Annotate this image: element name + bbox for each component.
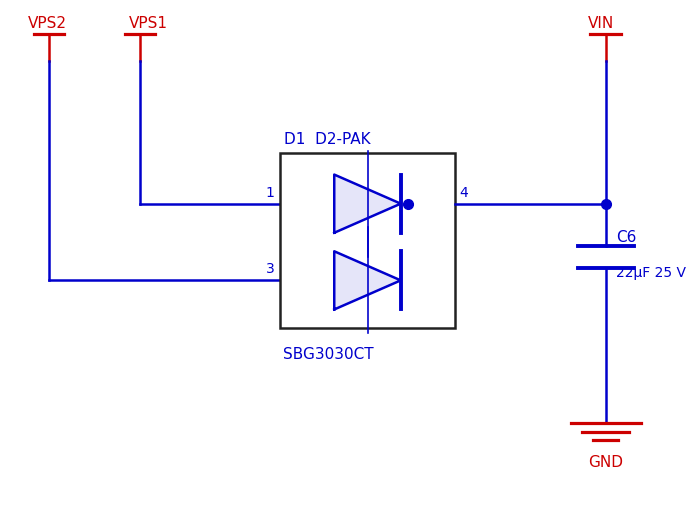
- Polygon shape: [335, 175, 400, 233]
- Text: SBG3030CT: SBG3030CT: [284, 346, 374, 362]
- Text: C6: C6: [616, 230, 636, 245]
- Text: GND: GND: [588, 455, 623, 470]
- Text: D1  D2-PAK: D1 D2-PAK: [284, 132, 370, 147]
- Bar: [280, 153, 455, 328]
- Text: VPS1: VPS1: [129, 15, 168, 31]
- Text: 3: 3: [266, 262, 274, 277]
- Polygon shape: [335, 251, 400, 309]
- Text: 4: 4: [459, 186, 468, 200]
- Text: VPS2: VPS2: [28, 15, 67, 31]
- Text: VIN: VIN: [588, 15, 615, 31]
- Text: 22μF 25 V: 22μF 25 V: [616, 266, 686, 280]
- Text: 1: 1: [265, 186, 274, 200]
